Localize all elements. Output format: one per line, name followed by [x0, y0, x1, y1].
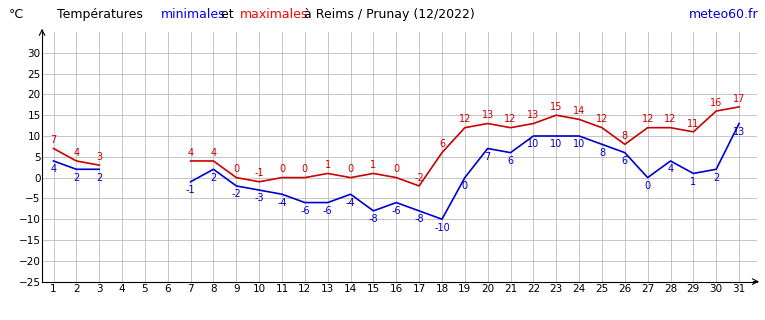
Text: °C: °C — [9, 8, 24, 21]
Text: 4: 4 — [50, 164, 57, 174]
Text: 2: 2 — [96, 172, 103, 183]
Text: -4: -4 — [346, 197, 356, 208]
Text: 13: 13 — [527, 110, 539, 120]
Text: -1: -1 — [186, 185, 195, 195]
Text: 7: 7 — [484, 152, 491, 162]
Text: 13: 13 — [482, 110, 494, 120]
Text: 6: 6 — [622, 156, 628, 166]
Text: 1: 1 — [324, 160, 330, 170]
Text: Températures: Températures — [57, 8, 151, 21]
Text: 6: 6 — [439, 139, 445, 149]
Text: 0: 0 — [279, 164, 285, 174]
Text: 10: 10 — [550, 139, 562, 149]
Text: meteo60.fr: meteo60.fr — [689, 8, 759, 21]
Text: -10: -10 — [434, 222, 450, 233]
Text: 10: 10 — [527, 139, 539, 149]
Text: 13: 13 — [733, 127, 745, 137]
Text: -6: -6 — [323, 206, 333, 216]
Text: maximales: maximales — [240, 8, 308, 21]
Text: et: et — [217, 8, 238, 21]
Text: 2: 2 — [210, 172, 216, 183]
Text: -4: -4 — [277, 197, 287, 208]
Text: 6: 6 — [507, 156, 513, 166]
Text: 1: 1 — [690, 177, 696, 187]
Text: 0: 0 — [347, 164, 353, 174]
Text: 12: 12 — [596, 114, 608, 124]
Text: minimales: minimales — [161, 8, 225, 21]
Text: 3: 3 — [96, 152, 103, 162]
Text: -6: -6 — [392, 206, 401, 216]
Text: 0: 0 — [302, 164, 308, 174]
Text: -8: -8 — [369, 214, 378, 224]
Text: -3: -3 — [254, 193, 264, 204]
Text: -1: -1 — [254, 168, 264, 179]
Text: 0: 0 — [393, 164, 399, 174]
Text: 0: 0 — [462, 181, 468, 191]
Text: 8: 8 — [599, 148, 605, 158]
Text: 0: 0 — [645, 181, 651, 191]
Text: 7: 7 — [50, 135, 57, 145]
Text: 1: 1 — [370, 160, 376, 170]
Text: 11: 11 — [687, 118, 699, 129]
Text: 12: 12 — [504, 114, 516, 124]
Text: 12: 12 — [459, 114, 471, 124]
Text: 12: 12 — [664, 114, 677, 124]
Text: -6: -6 — [300, 206, 310, 216]
Text: 10: 10 — [573, 139, 585, 149]
Text: -8: -8 — [415, 214, 424, 224]
Text: 4: 4 — [187, 148, 194, 158]
Text: 4: 4 — [73, 148, 80, 158]
Text: 4: 4 — [210, 148, 216, 158]
Text: 15: 15 — [550, 102, 562, 112]
Text: 2: 2 — [713, 172, 719, 183]
Text: 8: 8 — [622, 131, 628, 141]
Text: -2: -2 — [232, 189, 241, 199]
Text: 4: 4 — [667, 164, 673, 174]
Text: 17: 17 — [733, 93, 745, 104]
Text: 0: 0 — [233, 164, 239, 174]
Text: 16: 16 — [710, 98, 722, 108]
Text: 12: 12 — [642, 114, 654, 124]
Text: -2: -2 — [415, 172, 424, 183]
Text: 14: 14 — [573, 106, 585, 116]
Text: 2: 2 — [73, 172, 80, 183]
Text: à Reims / Prunay (12/2022): à Reims / Prunay (12/2022) — [296, 8, 475, 21]
